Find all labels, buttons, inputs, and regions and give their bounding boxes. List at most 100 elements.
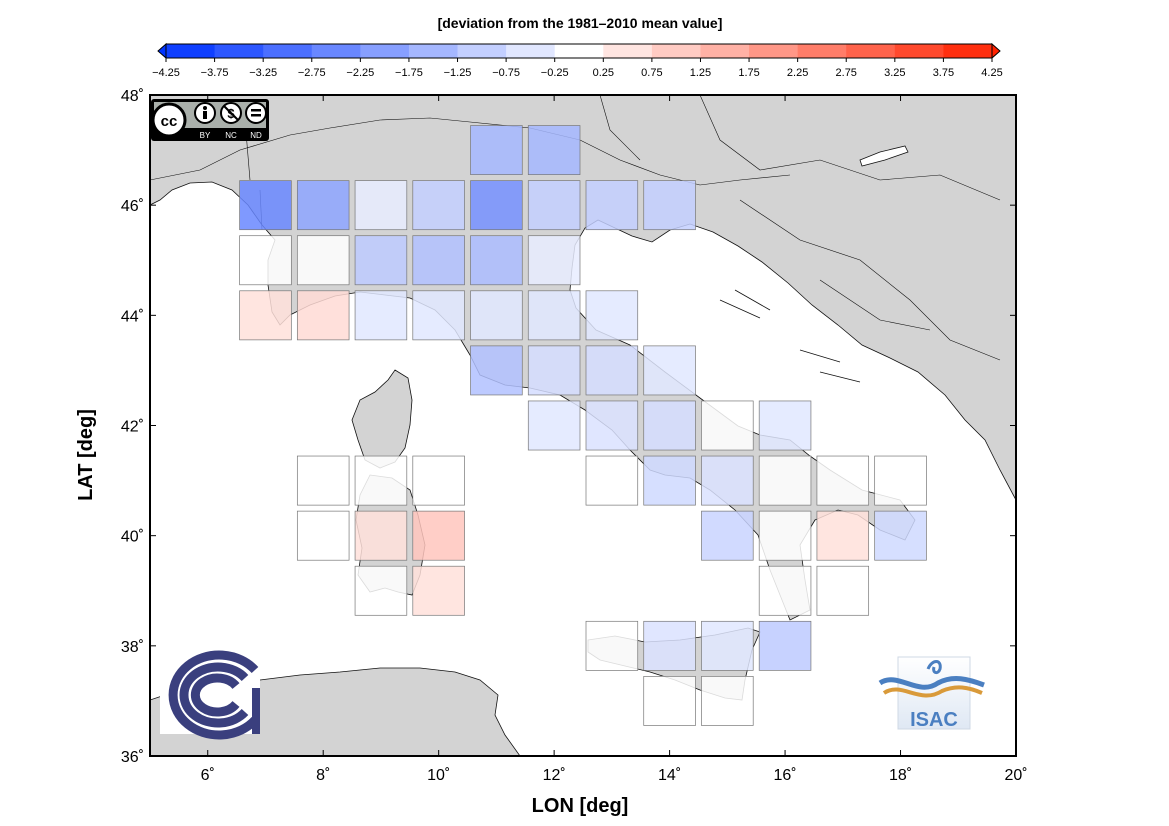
colorbar-swatches xyxy=(157,42,1001,60)
anomaly-cell xyxy=(701,455,754,506)
anomaly-cell xyxy=(643,455,696,506)
anomaly-cell xyxy=(470,290,523,341)
colorbar-title: [deviation from the 1981–2010 mean value… xyxy=(438,15,723,31)
colorbar-swatch xyxy=(214,44,264,58)
anomaly-cell xyxy=(239,180,292,231)
anomaly-cell xyxy=(585,180,639,231)
y-tick-label: 48˚ xyxy=(121,88,144,105)
anomaly-cell xyxy=(874,455,927,506)
colorbar-tick-label: 0.25 xyxy=(593,67,614,79)
anomaly-cell xyxy=(412,510,465,561)
anomaly-cells xyxy=(239,125,927,726)
anomaly-cell xyxy=(354,290,408,341)
anomaly-cell xyxy=(585,455,639,506)
colorbar-max-arrow xyxy=(991,42,1001,60)
colorbar-tick-label: −0.25 xyxy=(541,67,569,79)
x-tick-label: 8˚ xyxy=(316,767,330,784)
anomaly-cell xyxy=(643,620,696,671)
colorbar-tick-label: −3.75 xyxy=(201,67,229,79)
anomaly-cell xyxy=(874,510,927,561)
anomaly-cell xyxy=(296,510,350,561)
anomaly-cell xyxy=(585,400,639,451)
anomaly-cell xyxy=(527,235,581,286)
anomaly-cell xyxy=(701,510,754,561)
anomaly-cell xyxy=(470,180,523,231)
x-tick-label: 14˚ xyxy=(658,767,681,784)
anomaly-cell xyxy=(470,235,523,286)
y-tick-label: 46˚ xyxy=(121,198,144,215)
colorbar-tick-label: 0.75 xyxy=(641,67,662,79)
colorbar-swatch xyxy=(943,44,993,58)
colorbar-swatch xyxy=(457,44,507,58)
anomaly-cell xyxy=(354,455,408,506)
anomaly-cell xyxy=(354,235,408,286)
colorbar-swatch xyxy=(554,44,604,58)
colorbar-tick-label: −1.75 xyxy=(395,67,423,79)
anomaly-cell xyxy=(816,510,870,561)
anomaly-cell xyxy=(354,180,408,231)
anomaly-cell xyxy=(643,400,696,451)
axis-ticks: 6˚ 8˚ 10˚ 12˚ 14˚ 16˚ 18˚ 20˚ 36˚ 38˚ 40˚ 42˚ 44˚ 46˚… xyxy=(121,88,1028,784)
anomaly-cell xyxy=(239,290,292,341)
anomaly-cell xyxy=(354,510,408,561)
anomaly-cell xyxy=(643,345,696,396)
anomaly-cell xyxy=(296,235,350,286)
anomaly-cell xyxy=(758,565,812,616)
anomaly-cell xyxy=(758,455,812,506)
colorbar-tick-label: 2.75 xyxy=(836,67,857,79)
anomaly-cell xyxy=(412,235,465,286)
cc-badge-text: cc xyxy=(161,113,178,130)
colorbar-min-arrow xyxy=(157,42,167,60)
anomaly-cell xyxy=(643,180,696,231)
anomaly-cell xyxy=(412,565,465,616)
lake xyxy=(859,145,909,167)
anomaly-cell xyxy=(527,345,581,396)
anomaly-cell xyxy=(816,455,870,506)
colorbar-tick-label: 1.25 xyxy=(690,67,711,79)
anomaly-cell xyxy=(585,620,639,671)
colorbar-frame xyxy=(165,43,993,59)
colorbar-swatch xyxy=(360,44,410,58)
anomaly-cell xyxy=(701,676,754,726)
colorbar-swatch xyxy=(894,44,944,58)
anomaly-cell xyxy=(296,180,350,231)
anomaly-cell xyxy=(239,235,292,286)
anomaly-cell xyxy=(412,290,465,341)
colorbar-tick-label: −1.25 xyxy=(444,67,472,79)
colorbar-tick-label: 4.25 xyxy=(981,67,1002,79)
cc-term-by: BY xyxy=(200,131,211,140)
anomaly-cell xyxy=(701,400,754,451)
colorbar-swatch xyxy=(311,44,361,58)
colorbar-swatch xyxy=(797,44,847,58)
anomaly-cell xyxy=(412,455,465,506)
x-tick-label: 16˚ xyxy=(774,767,797,784)
colorbar-tick-label: 3.75 xyxy=(933,67,954,79)
colorbar: [deviation from the 1981–2010 mean value… xyxy=(152,15,1003,79)
isac-logo-text: ISAC xyxy=(910,709,958,731)
colorbar-tick-label: 3.25 xyxy=(884,67,905,79)
anomaly-cell xyxy=(527,400,581,451)
colorbar-swatch xyxy=(651,44,701,58)
colorbar-swatch xyxy=(603,44,653,58)
y-tick-label: 38˚ xyxy=(121,639,144,656)
anomaly-cell xyxy=(758,510,812,561)
map: 6˚ 8˚ 10˚ 12˚ 14˚ 16˚ 18˚ 20˚ 36˚ 38˚ 40˚ 42˚ 44˚ 46˚… xyxy=(121,88,1028,784)
x-tick-label: 10˚ xyxy=(427,767,450,784)
colorbar-swatch xyxy=(263,44,313,58)
anomaly-cell xyxy=(758,620,812,671)
anomaly-cell xyxy=(527,290,581,341)
colorbar-tick-label: −4.25 xyxy=(152,67,180,79)
colorbar-tick-label: −3.25 xyxy=(249,67,277,79)
anomaly-cell xyxy=(758,400,812,451)
colorbar-tick-label: 2.25 xyxy=(787,67,808,79)
cc-by-nc-nd-icon: cc $ BY NC ND xyxy=(151,99,269,141)
x-tick-label: 6˚ xyxy=(201,767,215,784)
anomaly-cell xyxy=(354,565,408,616)
y-tick-label: 44˚ xyxy=(121,308,144,325)
y-tick-label: 40˚ xyxy=(121,529,144,546)
anomaly-cell xyxy=(527,125,581,175)
colorbar-swatch xyxy=(166,44,216,58)
colorbar-tick-label: −2.25 xyxy=(346,67,374,79)
anomaly-cell xyxy=(701,620,754,671)
colorbar-swatch xyxy=(506,44,556,58)
